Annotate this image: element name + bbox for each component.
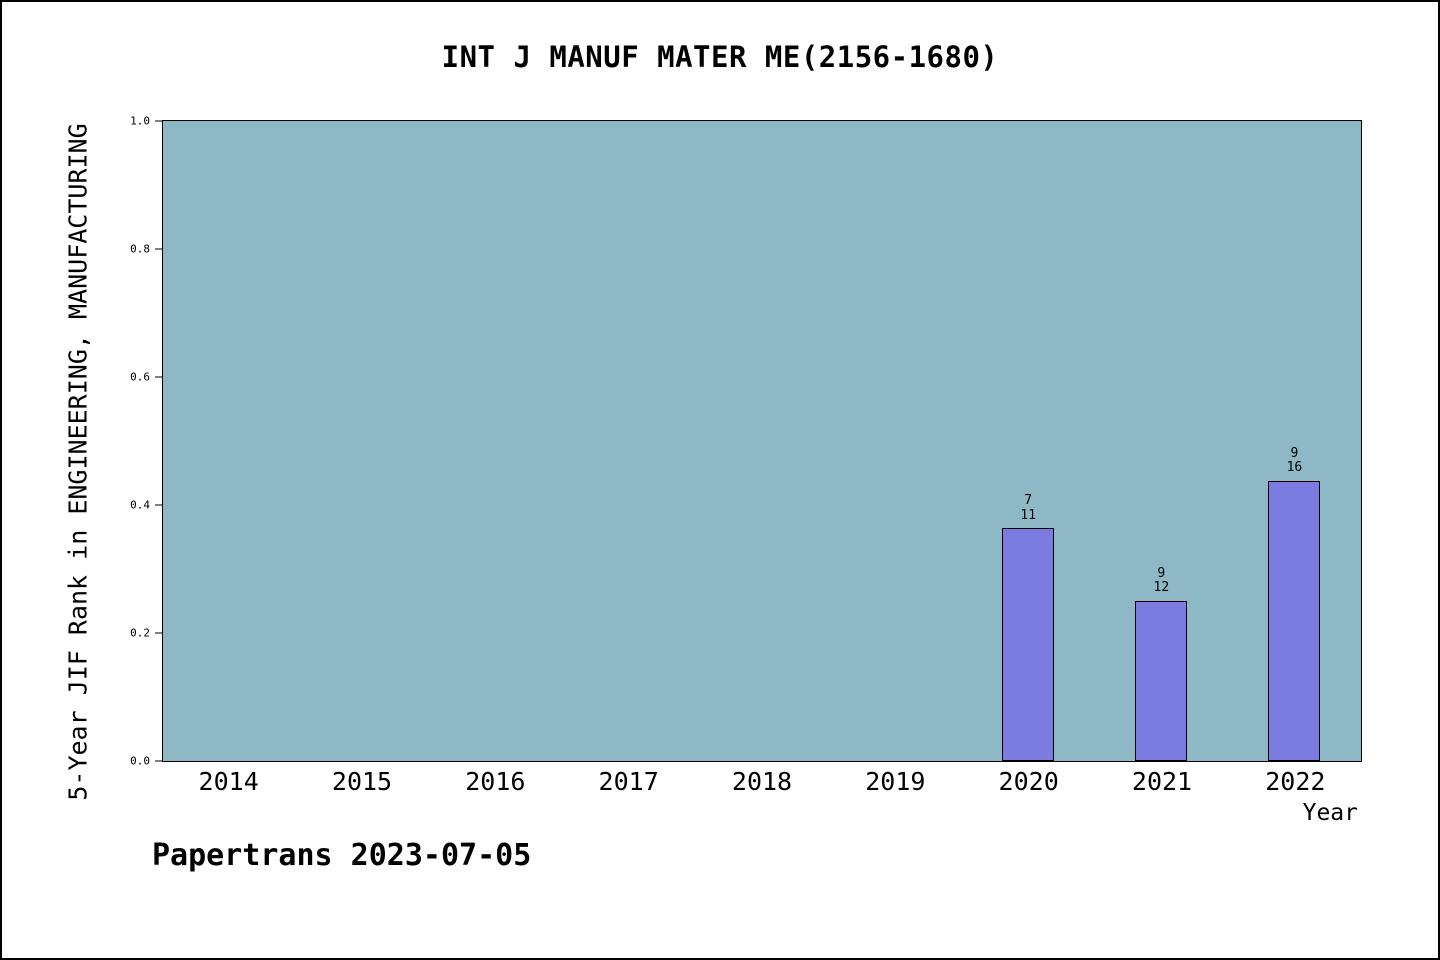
- x-tick-label: 2016: [465, 767, 526, 796]
- bar-label-total: 12: [1153, 580, 1170, 596]
- bar: [1268, 480, 1321, 761]
- y-tick-label: 0.2: [130, 626, 150, 640]
- y-tick-mark: [155, 120, 163, 122]
- bar: [1135, 601, 1188, 761]
- footer-watermark: Papertrans 2023-07-05: [152, 838, 532, 873]
- bar-label: 9 16: [1286, 445, 1303, 476]
- x-tick-label: 2019: [865, 767, 926, 796]
- bar-label-rank: 7: [1024, 492, 1033, 508]
- bar-label: 9 12: [1153, 565, 1170, 596]
- bar-label-rank: 9: [1157, 565, 1166, 581]
- y-tick-mark: [155, 248, 163, 250]
- y-tick-mark: [155, 760, 163, 762]
- x-tick-label: 2021: [1131, 767, 1193, 796]
- bar: [1002, 528, 1055, 761]
- x-tick-label: 2015: [331, 767, 393, 796]
- x-axis-title: Year: [1302, 800, 1358, 826]
- plot-area: 0.0 0.2 0.4 0.6 0.8 1.0 7 11 9 12 9 16: [130, 115, 1362, 768]
- y-axis-label: 5-Year JIF Rank in ENGINEERING, MANUFACT…: [63, 123, 93, 801]
- y-tick-label: 0.8: [130, 242, 150, 256]
- x-tick-label: 2017: [598, 767, 659, 796]
- bar-label-total: 16: [1286, 460, 1303, 476]
- x-axis-labels: 2014 2015 2016 2017 2018 2019 2020 2021 2022: [162, 763, 1362, 803]
- bar-label-rank: 9: [1290, 445, 1299, 461]
- y-tick-label: 0.6: [130, 370, 150, 384]
- bar-label-total: 11: [1020, 507, 1037, 523]
- y-tick-mark: [155, 376, 163, 378]
- x-tick-label: 2014: [198, 767, 259, 796]
- y-tick-label: 1.0: [130, 114, 150, 128]
- x-tick-label: 2018: [731, 767, 793, 796]
- y-tick-label: 0.4: [130, 498, 150, 512]
- y-tick-mark: [155, 632, 163, 634]
- x-tick-label: 2022: [1265, 767, 1326, 796]
- chart-title: INT J MANUF MATER ME(2156-1680): [441, 40, 999, 74]
- y-tick-mark: [155, 504, 163, 506]
- x-tick-label: 2020: [998, 767, 1059, 796]
- bar-label: 7 11: [1020, 492, 1037, 523]
- y-tick-label: 0.0: [130, 754, 150, 768]
